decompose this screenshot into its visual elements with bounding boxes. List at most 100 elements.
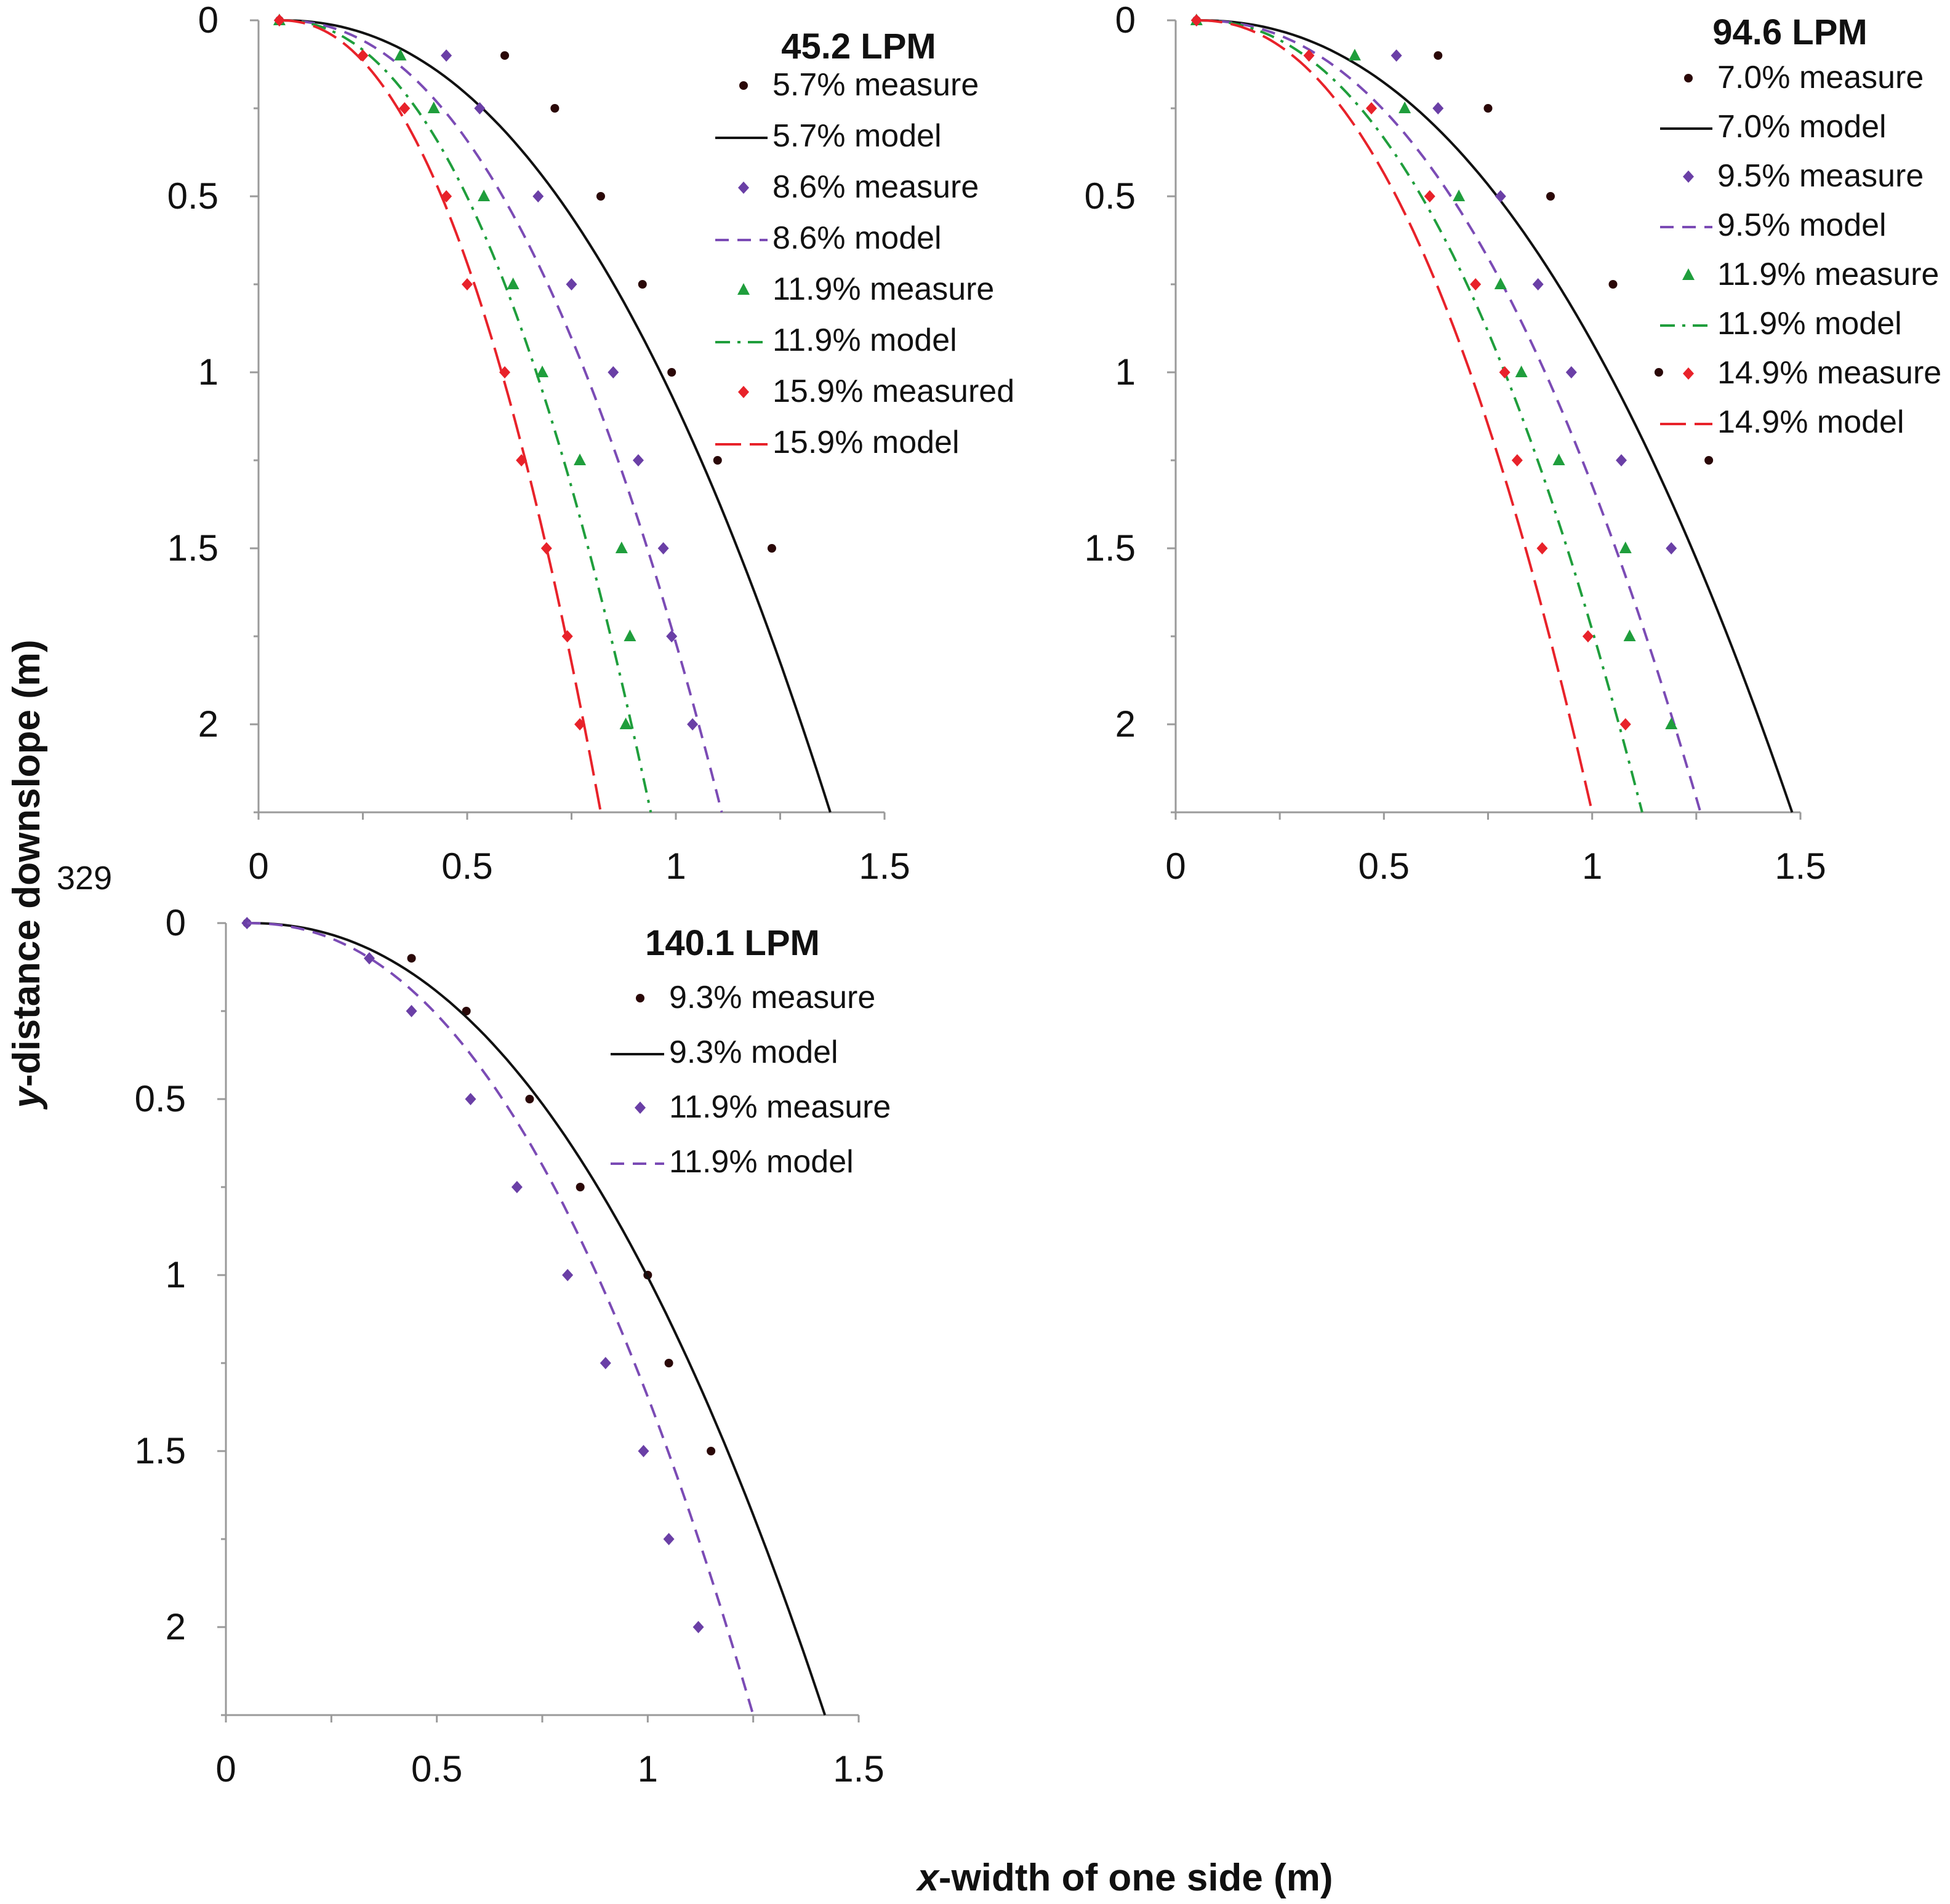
model-line xyxy=(247,922,755,1716)
chart-panel-2: 0 0.5 1 1.5 2 0 0.5 1 1.5 94.6 LPM 7.0% measure 7.0… xyxy=(1085,0,1942,887)
data-point xyxy=(241,917,253,929)
legend-marker xyxy=(739,81,748,90)
x-axis-label-italic: x xyxy=(915,1857,940,1899)
legend-entry: 7.0% model xyxy=(1717,109,1887,145)
legend-marker xyxy=(1683,170,1694,183)
y-tick-label: 0.5 xyxy=(1085,175,1136,217)
data-point xyxy=(566,278,577,290)
data-point xyxy=(632,454,644,466)
data-point xyxy=(692,1621,704,1633)
data-point xyxy=(1552,454,1565,465)
data-point xyxy=(1654,368,1663,377)
data-point xyxy=(638,280,647,289)
y-tick-label: 2 xyxy=(166,1606,186,1647)
y-tick-label: 0 xyxy=(198,0,219,41)
data-point xyxy=(1665,718,1678,729)
y-tick-label: 0.5 xyxy=(167,175,219,217)
data-point xyxy=(707,1447,716,1455)
data-point xyxy=(664,1359,673,1367)
data-point xyxy=(713,456,722,465)
data-point xyxy=(465,1093,476,1105)
legend-marker xyxy=(1682,268,1695,280)
y-tick-label: 2 xyxy=(1115,703,1136,745)
data-point xyxy=(1303,49,1315,62)
y-tick-label: 1.5 xyxy=(1085,527,1136,569)
legend-marker xyxy=(737,283,750,295)
data-point xyxy=(1565,366,1577,378)
data-point xyxy=(1398,102,1411,113)
data-point xyxy=(1366,102,1378,114)
y-axis-label-italic: y xyxy=(6,1085,48,1110)
y-tick-label: 0 xyxy=(166,902,186,943)
data-point xyxy=(532,190,544,202)
data-point xyxy=(1546,192,1555,201)
data-point xyxy=(1623,630,1636,641)
y-axis-label: y-distance downslope (m) xyxy=(6,639,48,1110)
data-point xyxy=(536,366,549,377)
y-tick-label: 0 xyxy=(1115,0,1136,41)
x-tick-label: 0.5 xyxy=(411,1748,462,1790)
model-line xyxy=(279,19,652,813)
data-point xyxy=(638,1445,649,1457)
data-point xyxy=(1666,542,1677,554)
data-point xyxy=(1532,278,1544,290)
data-point xyxy=(1608,280,1618,289)
data-point xyxy=(1511,454,1523,466)
data-point xyxy=(1619,542,1632,553)
data-point xyxy=(1515,366,1528,377)
data-point xyxy=(1704,456,1714,465)
legend-entry: 11.9% measure xyxy=(669,1089,891,1125)
x-tick-label: 0 xyxy=(248,846,268,887)
data-point xyxy=(657,542,669,554)
model-line xyxy=(1196,19,1643,813)
data-point xyxy=(462,1007,471,1015)
legend-entry: 11.9% model xyxy=(669,1144,854,1180)
data-point xyxy=(1499,366,1511,378)
y-axis-label-rest: -distance downslope (m) xyxy=(6,639,48,1087)
legend-entry: 8.6% measure xyxy=(772,169,979,205)
model-line xyxy=(279,19,602,813)
data-point xyxy=(600,1357,611,1369)
data-point xyxy=(478,190,491,201)
model-line xyxy=(1196,19,1794,813)
x-axis-label: x-width of one side (m) xyxy=(915,1857,1333,1899)
data-point xyxy=(666,630,678,642)
y-tick-label: 1.5 xyxy=(167,527,219,569)
x-tick-label: 1.5 xyxy=(1775,846,1826,887)
data-point xyxy=(1483,104,1493,113)
data-point xyxy=(1536,542,1548,554)
legend-entry: 5.7% measure xyxy=(772,67,979,103)
legend-entry: 15.9% measured xyxy=(772,374,1014,409)
data-point xyxy=(1619,718,1631,730)
model-line xyxy=(279,19,723,813)
data-point xyxy=(507,278,520,289)
data-point xyxy=(474,102,486,114)
data-point xyxy=(574,454,587,465)
legend-entry: 5.7% model xyxy=(772,118,942,154)
y-tick-label: 1 xyxy=(1115,351,1136,393)
data-point xyxy=(1434,51,1443,60)
data-point xyxy=(624,630,636,641)
x-tick-label: 0 xyxy=(1165,846,1186,887)
data-point xyxy=(1582,630,1594,642)
legend-entry: 9.5% model xyxy=(1717,207,1887,243)
data-point xyxy=(1494,278,1507,289)
data-point xyxy=(1616,454,1627,466)
data-point xyxy=(615,542,628,553)
legend-entry: 9.5% measure xyxy=(1717,158,1924,194)
legend-entry: 14.9% model xyxy=(1717,404,1904,440)
x-tick-label: 1.5 xyxy=(859,846,910,887)
data-point xyxy=(407,954,416,963)
chart-title: 45.2 LPM xyxy=(781,26,936,66)
data-point xyxy=(550,104,560,113)
y-tick-label: 1 xyxy=(198,351,219,393)
legend-entry: 11.9% model xyxy=(772,322,957,358)
data-point xyxy=(608,366,619,378)
data-point xyxy=(619,718,632,729)
data-point xyxy=(525,1095,534,1103)
legend-marker xyxy=(738,386,749,398)
x-tick-label: 0.5 xyxy=(441,846,492,887)
data-point xyxy=(1470,278,1482,290)
x-tick-label: 1 xyxy=(1582,846,1602,887)
